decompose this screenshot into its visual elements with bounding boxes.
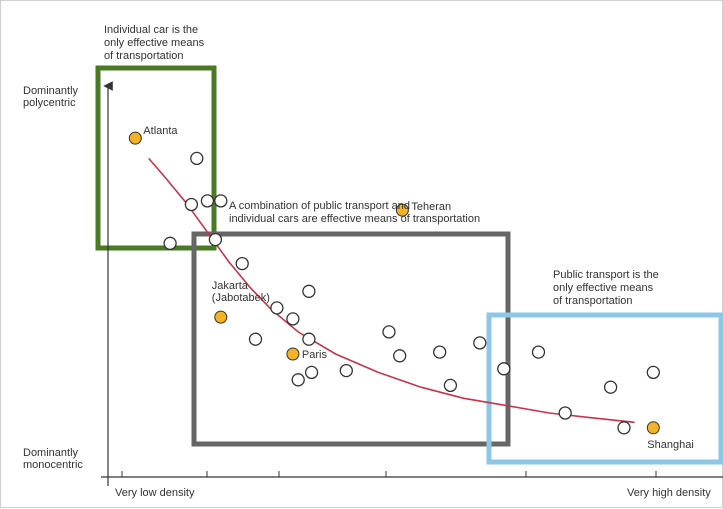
city-label-atlanta: Atlanta <box>143 125 178 137</box>
green-region-annotation: Individual car is the only effective mea… <box>104 24 207 62</box>
y-label-high: Dominantly polycentric <box>23 85 81 109</box>
x-axis-ticks <box>121 471 657 477</box>
data-point <box>382 325 396 339</box>
data-point <box>304 365 319 380</box>
data-point <box>646 365 660 380</box>
data-point <box>302 284 316 298</box>
city-point-jakarta <box>214 310 228 324</box>
data-point <box>393 349 407 363</box>
data-point <box>433 345 447 359</box>
data-point <box>443 378 458 393</box>
blue-region-annotation: Public transport is the only effective m… <box>553 269 662 307</box>
city-label-teheran: Teheran <box>411 201 451 213</box>
blue-region-box <box>486 312 723 465</box>
data-point <box>163 236 177 250</box>
trend-curve <box>148 157 635 424</box>
data-point <box>531 345 546 359</box>
data-point <box>270 301 284 315</box>
data-point <box>603 380 618 394</box>
x-label-low: Very low density <box>115 487 195 499</box>
data-point <box>558 406 572 420</box>
data-point <box>473 336 487 350</box>
data-point <box>302 332 316 346</box>
city-point-atlanta <box>128 131 142 145</box>
data-point <box>214 194 228 208</box>
data-point <box>248 332 263 346</box>
gray-region-annotation: A combination of public transport and in… <box>229 200 480 225</box>
gray-region-box <box>191 231 511 447</box>
data-point <box>617 421 631 435</box>
data-point <box>286 312 300 326</box>
open-points-group <box>163 151 660 435</box>
city-label-shanghai: Shanghai <box>647 439 694 451</box>
city-label-jakarta: Jakarta (Jabotabek) <box>212 280 270 304</box>
city-label-paris: Paris <box>302 349 328 361</box>
data-point <box>184 197 199 212</box>
data-point <box>200 194 215 208</box>
city-point-shanghai <box>646 421 660 435</box>
data-point <box>190 151 204 166</box>
green-region-box <box>95 65 217 251</box>
city-point-teheran <box>395 203 409 217</box>
highlighted-points-group: Atlanta Teheran Jakarta (Jabotabek) Paris Sha… <box>128 125 694 451</box>
city-point-paris <box>286 347 300 361</box>
data-point <box>497 362 511 376</box>
y-label-low: Dominantly monocentric <box>23 447 83 471</box>
data-point <box>208 232 223 247</box>
data-point <box>235 256 249 271</box>
data-point <box>339 363 353 378</box>
x-label-high: Very high density <box>627 487 711 499</box>
data-point <box>291 373 305 387</box>
